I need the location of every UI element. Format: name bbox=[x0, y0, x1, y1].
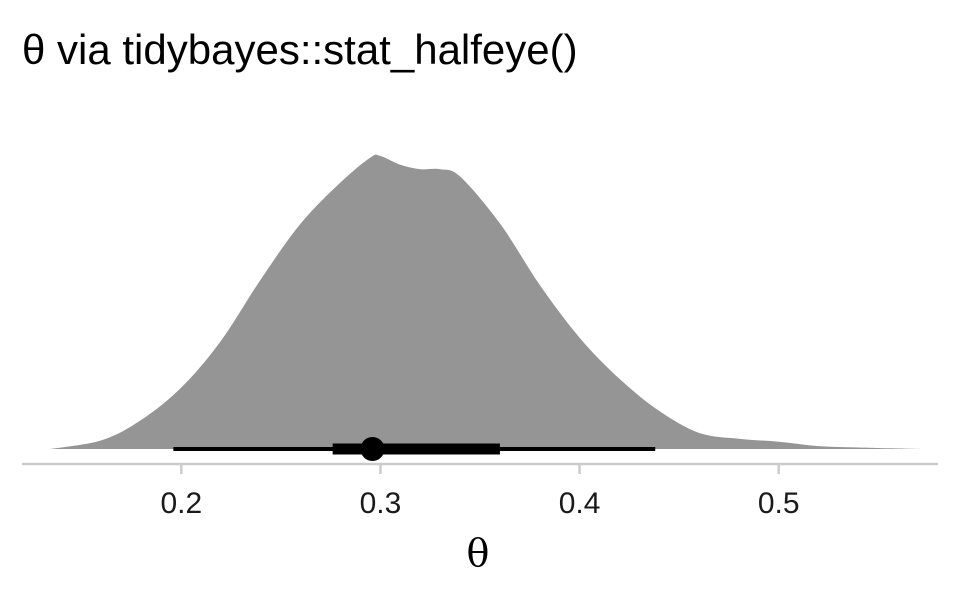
x-tick-label: 0.4 bbox=[559, 487, 601, 520]
x-axis-ticks: 0.2 0.3 0.4 0.5 bbox=[160, 464, 800, 520]
x-tick-label: 0.5 bbox=[758, 487, 800, 520]
x-tick-label: 0.3 bbox=[360, 487, 402, 520]
density-area bbox=[49, 154, 923, 449]
x-tick-label: 0.2 bbox=[160, 487, 202, 520]
chart-title: θ via tidybayes::stat_halfeye() bbox=[22, 26, 578, 73]
x-axis-label: θ bbox=[467, 531, 490, 575]
plot-area bbox=[49, 154, 923, 461]
point-estimate bbox=[360, 437, 385, 461]
